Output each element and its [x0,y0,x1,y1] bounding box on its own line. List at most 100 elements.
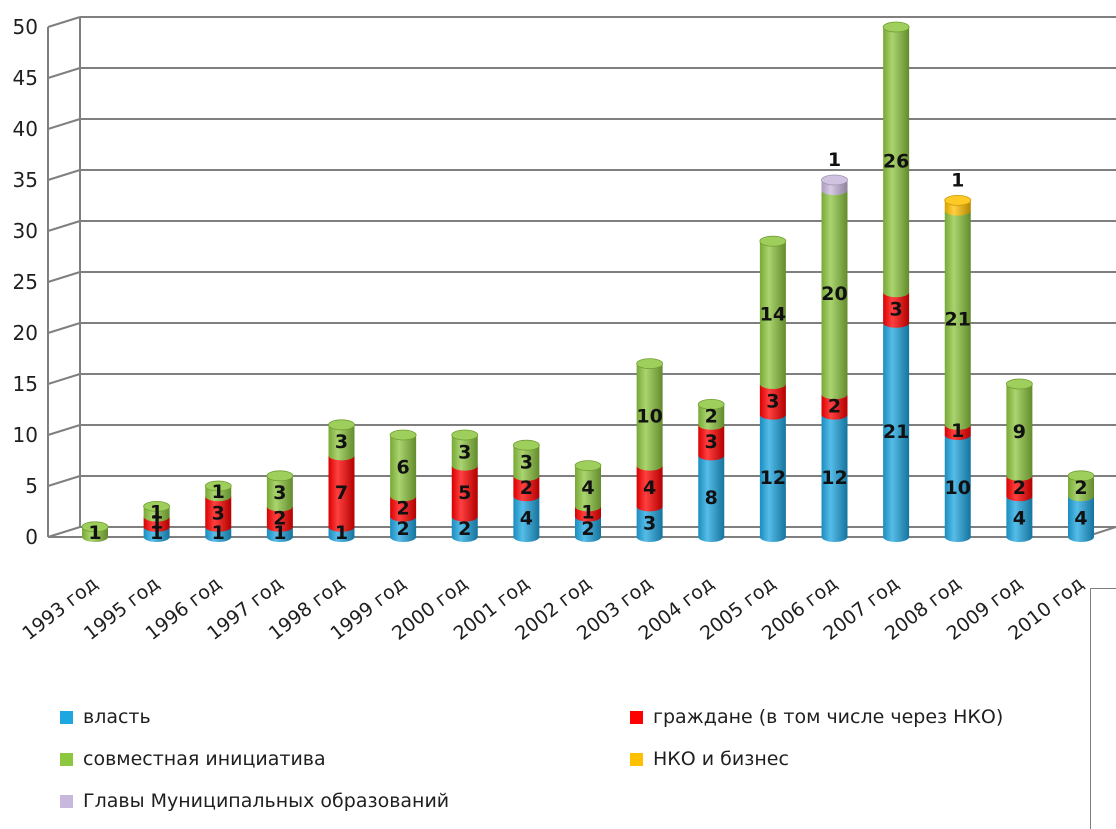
bar-top-cap [328,419,355,431]
data-label: 2 [273,508,286,530]
data-label: 3 [520,452,533,474]
bar-segment [698,404,725,430]
chart-legend: власть граждане (в том числе через НКО) … [60,698,1060,818]
legend-label: Главы Муниципальных образований [83,790,450,812]
data-label: 1 [581,502,594,524]
legend-item-vlast: власть [60,706,151,728]
bar-segment [821,394,848,420]
bar-segment [328,455,355,532]
bar-segment [451,465,478,522]
bar-stack [389,429,417,542]
data-label: 1 [951,169,964,191]
data-label: 3 [890,299,903,321]
legend-label: НКО и бизнес [653,748,789,770]
legend-swatch-icon [630,752,643,766]
data-label: 12 [760,467,786,489]
bar-segment [328,424,355,461]
data-label: 3 [643,513,656,535]
data-label: 5 [458,482,471,504]
data-label: 9 [1013,421,1026,443]
bar-segment [575,516,601,542]
gridline-slant [47,118,81,130]
bar-segment [513,445,540,481]
y-tick-label: 0 [25,525,38,549]
bar-stack [266,470,294,542]
bar-segment [636,506,663,542]
bar-stack [328,419,355,542]
bar-segment [759,384,786,420]
bar-top-cap [759,235,787,247]
bar-segment [1068,475,1094,502]
data-label: 1 [212,481,225,503]
bar-segment [883,27,910,298]
data-label: 3 [705,431,718,453]
bar-segment [636,363,663,471]
bar-stack [204,480,232,542]
data-label: 20 [821,283,847,305]
bar-top-cap [512,439,540,451]
bar-segment [883,322,910,542]
data-label: 4 [1074,508,1087,530]
bar-segment [883,292,910,328]
bar-top-cap [1067,470,1095,482]
gridline-slant [47,271,81,283]
data-label: 4 [581,477,594,499]
bar-stack [944,194,972,542]
bar-top-cap [574,460,602,472]
data-label: 1 [951,420,964,442]
bar-stack [821,174,848,542]
data-label: 2 [520,477,533,499]
bar-segment [759,241,786,389]
data-label: 3 [335,431,348,453]
bar-top-cap [697,398,725,410]
y-tick-label: 25 [13,270,38,294]
data-label: 7 [335,482,348,504]
y-tick-label: 5 [25,474,38,498]
bar-top-cap [636,358,664,370]
data-label: 4 [643,477,656,499]
bar-segment [266,506,293,532]
bar-segment [575,465,601,512]
data-label: 2 [705,406,718,428]
bar-stack [574,460,602,542]
data-label: 10 [636,406,662,428]
bar-segment [205,496,232,532]
data-label: 1 [212,522,225,544]
legend-swatch-icon [60,794,73,808]
data-label: 2 [397,518,410,540]
gridline-slant [47,526,81,538]
data-label: 14 [760,304,786,326]
side-panel-frame [1090,588,1116,829]
data-label: 10 [945,477,971,499]
data-label: 1 [273,522,286,544]
y-tick-label: 20 [13,321,38,345]
y-tick-label: 40 [13,117,38,141]
gridline-slant [47,322,81,334]
bar-top-cap [882,21,910,33]
data-label: 2 [1013,477,1026,499]
data-label: 3 [273,482,286,504]
legend-label: граждане (в том числе через НКО) [653,706,1004,728]
gridline-slant [47,67,81,79]
legend-item-glavy: Главы Муниципальных образований [60,790,449,812]
legend-item-sovmestnaya: совместная инициатива [60,748,326,770]
data-label: 1 [88,522,101,544]
y-tick-label: 45 [13,66,38,90]
bar-stack [81,521,109,542]
data-label: 2 [828,395,841,417]
bar-segment [759,414,786,542]
data-label: 2 [458,518,471,540]
gridline-slant [47,424,81,436]
bar-stack [882,21,910,542]
bar-top-cap [821,174,848,186]
bar-top-cap [1005,378,1033,390]
bar-segment [451,516,478,542]
bar-stack [512,439,540,542]
bar-segment [636,465,663,512]
data-label: 3 [458,441,471,463]
gridline-slant [47,475,81,487]
data-label: 4 [520,508,533,530]
bar-segment [451,435,478,471]
